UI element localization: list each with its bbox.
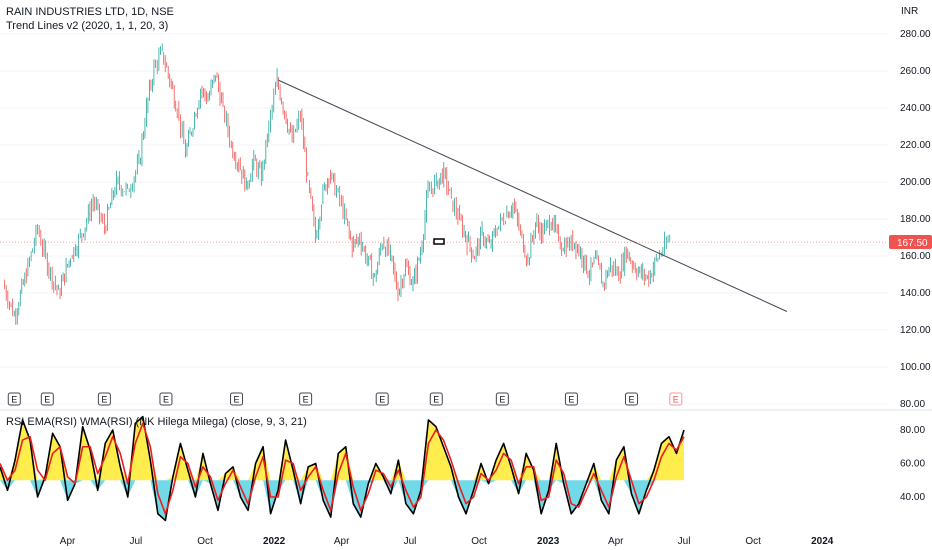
price-tick-label: 240.00 [900, 103, 931, 114]
earnings-marker[interactable]: E [375, 392, 389, 406]
rsi-tick-label: 40.00 [900, 492, 925, 503]
price-marker [433, 238, 445, 245]
ema-rsi-line [0, 422, 685, 515]
trend-line[interactable] [278, 79, 788, 312]
price-candles [4, 43, 671, 325]
time-axis[interactable]: Apr Jul Oct 2022 Apr Jul Oct 2023 Apr Jul Oct 2024 [60, 536, 834, 547]
earnings-marker-label: E [433, 395, 439, 405]
last-price-text: 167.50 [897, 238, 928, 249]
time-tick-label: Oct [471, 536, 487, 547]
price-tick-label: 220.00 [900, 140, 931, 151]
time-tick-label: Apr [60, 536, 76, 547]
earnings-marker[interactable]: E [625, 392, 639, 406]
price-tick-label: 280.00 [900, 29, 931, 40]
rsi-overbought-fill [0, 416, 684, 481]
rsi-tick-label: 60.00 [900, 459, 925, 470]
earnings-marker[interactable]: E [564, 392, 578, 406]
price-tick-label: 260.00 [900, 66, 931, 77]
price-tick-label: 120.00 [900, 325, 931, 336]
time-tick-label: Jul [678, 536, 691, 547]
earnings-marker-label: E [303, 395, 309, 405]
earnings-marker[interactable]: E [97, 392, 111, 406]
earnings-marker-label: E [101, 395, 107, 405]
earnings-marker[interactable]: E [299, 392, 313, 406]
earnings-marker-label: E [44, 395, 50, 405]
price-tick-label: 140.00 [900, 288, 931, 299]
time-tick-label: Oct [197, 536, 213, 547]
earnings-marker[interactable]: E [40, 392, 54, 406]
time-tick-label: 2024 [811, 536, 834, 547]
currency-label: INR [901, 6, 918, 17]
earnings-marker-label: E [379, 395, 385, 405]
price-axis[interactable]: 280.00 260.00 240.00 220.00 200.00 180.00 160.… [900, 29, 931, 410]
earnings-marker-label: E [629, 395, 635, 405]
price-tick-label: 80.00 [900, 399, 925, 410]
earnings-marker-label: E [163, 395, 169, 405]
price-tick-label: 200.00 [900, 177, 931, 188]
earnings-marker-label: E [234, 395, 240, 405]
grid [0, 33, 888, 405]
earnings-marker[interactable]: E [495, 392, 509, 406]
rsi-pane [0, 415, 685, 522]
rsi-axis[interactable]: 80.00 60.00 40.00 [900, 425, 925, 503]
rsi-line [0, 415, 685, 522]
earnings-marker[interactable]: E [429, 392, 443, 406]
time-tick-label: Jul [404, 536, 417, 547]
earnings-marker-label: E [499, 395, 505, 405]
indicator-legend[interactable]: Trend Lines v2 (2020, 1, 1, 20, 3) [6, 20, 169, 32]
time-tick-label: 2022 [263, 536, 286, 547]
last-price-label: 167.50 [889, 235, 932, 249]
earnings-marker[interactable]: E [230, 392, 244, 406]
time-tick-label: 2023 [537, 536, 560, 547]
price-tick-label: 100.00 [900, 362, 931, 373]
earnings-marker[interactable]: E [159, 392, 173, 406]
earnings-marker[interactable]: E [669, 392, 683, 406]
earnings-marker-label: E [673, 395, 679, 405]
rsi-legend[interactable]: RSI EMA(RSI) WMA(RSI) (NK Hilega Milega)… [6, 416, 307, 428]
time-tick-label: Oct [745, 536, 761, 547]
price-tick-label: 160.00 [900, 251, 931, 262]
time-tick-label: Apr [334, 536, 350, 547]
price-tick-label: 180.00 [900, 214, 931, 225]
time-tick-label: Jul [130, 536, 143, 547]
earnings-marker-label: E [11, 395, 17, 405]
rsi-tick-label: 80.00 [900, 425, 925, 436]
symbol-title[interactable]: RAIN INDUSTRIES LTD, 1D, NSE [6, 6, 174, 18]
time-tick-label: Apr [608, 536, 624, 547]
earnings-marker[interactable]: E [7, 392, 21, 406]
earnings-marker-label: E [568, 395, 574, 405]
